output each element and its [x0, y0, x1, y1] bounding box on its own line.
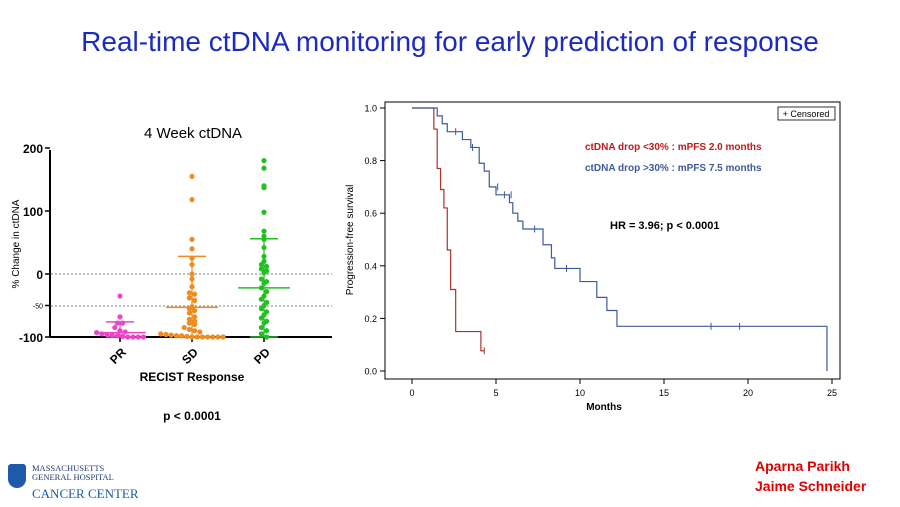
scatter-point-pr	[112, 324, 118, 331]
scatter-point-sd	[186, 290, 192, 296]
km-y-tick-label: 0.2	[364, 314, 377, 324]
mgh-logo: MASSACHUSETTS GENERAL HOSPITAL CANCER CEN…	[8, 462, 148, 502]
scatter-point-sd	[189, 197, 195, 203]
km-frame	[384, 101, 841, 380]
scatter-point-sd	[186, 320, 192, 326]
km-y-label: Progression-free survival	[345, 185, 356, 296]
scatter-point-sd	[189, 236, 195, 242]
scatter-point-pd	[261, 165, 267, 171]
scatter-point-pd	[258, 315, 264, 321]
km-series-label-red: ctDNA drop <30% : mPFS 2.0 months	[585, 142, 762, 153]
scatter-point-sd	[205, 334, 211, 340]
author-2: Jaime Schneider	[755, 478, 867, 494]
scatter-point-sd	[220, 334, 226, 340]
scatter-point-sd	[192, 321, 198, 327]
logo-text-bottom: CANCER CENTER	[32, 486, 139, 501]
scatter-point-sd	[197, 329, 203, 335]
scatter-point-sd	[192, 291, 198, 297]
km-x-tick-label: 10	[575, 388, 585, 398]
km-x-label: Months	[586, 402, 622, 413]
scatter-point-sd	[189, 173, 195, 179]
km-y-tick-label: 1.0	[364, 104, 377, 114]
scatter-point-sd	[186, 295, 192, 301]
author-1: Aparna Parikh	[755, 458, 850, 474]
scatter-x-tick-label: PR	[107, 345, 129, 367]
scatter-point-pd	[258, 261, 264, 268]
scatter-point-pd	[264, 263, 270, 270]
scatter-point-pd	[258, 266, 264, 272]
scatter-title: 4 Week ctDNA	[144, 125, 242, 142]
km-y-tick-label: 0.8	[364, 156, 377, 166]
scatter-x-tick-label: SD	[179, 345, 201, 367]
km-y-tick-label: 0.6	[364, 209, 377, 219]
scatter-point-sd	[215, 334, 221, 340]
scatter-point-pd	[258, 276, 264, 282]
km-x-tick-label: 0	[409, 388, 414, 398]
km-y-tick-label: 0.4	[364, 261, 377, 271]
logo-line2: GENERAL HOSPITAL	[32, 472, 114, 482]
scatter-point-sd	[186, 310, 192, 316]
scatter-point-sd	[192, 297, 198, 304]
scatter-y-tick-label: 0	[36, 268, 43, 282]
scatter-pvalue: p < 0.0001	[163, 409, 221, 423]
scatter-point-pd	[264, 289, 270, 295]
scatter-point-pr	[135, 334, 141, 340]
km-y-tick-label: 0.0	[364, 367, 377, 377]
km-x-tick-label: 20	[743, 388, 753, 398]
scatter-y-tick-label: -100	[19, 331, 43, 345]
scatter-point-pd	[258, 306, 264, 312]
scatter-y-label: % Change in ctDNA	[11, 199, 22, 288]
scatter-x-label: RECIST Response	[140, 370, 245, 384]
km-x-tick-label: 5	[493, 388, 498, 398]
scatter-point-pd	[261, 158, 267, 164]
scatter-point-sd	[192, 314, 198, 320]
km-x-tick-label: 15	[659, 388, 669, 398]
scatter-point-pr	[140, 334, 146, 340]
scatter-point-pd	[261, 209, 267, 215]
scatter-point-pd	[258, 296, 264, 302]
scatter-point-sd	[192, 328, 198, 334]
km-hr-annotation: HR = 3.96; p < 0.0001	[610, 220, 719, 232]
scatter-x-tick-label: PD	[251, 345, 273, 367]
scatter-point-pd	[261, 228, 267, 234]
scatter-point-sd	[168, 332, 174, 338]
scatter-y-tick-label: -50	[33, 304, 43, 311]
scatter-point-pd	[258, 324, 264, 331]
scatter-point-sd	[210, 334, 216, 340]
scatter-point-pd	[264, 328, 270, 334]
km-x-tick-label: 25	[827, 388, 837, 398]
km-legend-censored: + Censored	[783, 109, 830, 119]
scatter-y-tick-label: 100	[23, 205, 43, 219]
scatter-chart: 4 Week ctDNA 200 100 0 -50 -100 PR SD PD % Cha…	[11, 125, 332, 423]
logo-line1: MASSACHUSETTS	[32, 463, 105, 473]
scatter-y-tick-label: 200	[23, 142, 43, 156]
scatter-point-pd	[258, 331, 264, 337]
scatter-point-sd	[158, 331, 164, 337]
km-chart: 0.0 0.2 0.4 0.6 0.8 1.0 0 5 10 15 20 25 + Censored…	[345, 101, 841, 413]
slide-title: Real-time ctDNA monitoring for early pre…	[81, 26, 819, 57]
scatter-point-sd	[163, 331, 169, 338]
scatter-point-sd	[189, 246, 195, 252]
scatter-point-sd	[192, 307, 198, 314]
scatter-point-sd	[186, 326, 192, 333]
scatter-point-sd	[186, 316, 192, 322]
logo-text-top: MASSACHUSETTS GENERAL HOSPITAL	[32, 464, 114, 482]
scatter-point-sd	[173, 333, 179, 339]
km-legend-box	[777, 106, 836, 121]
scatter-point-pr	[117, 314, 123, 320]
scatter-point-sd	[181, 324, 187, 331]
scatter-point-pd	[261, 185, 267, 191]
mgh-shield-icon	[8, 464, 26, 488]
scatter-point-pr	[117, 293, 123, 299]
km-series-label-blue: ctDNA drop >30% : mPFS 7.5 months	[585, 163, 762, 174]
km-curve-red	[412, 107, 485, 352]
km-curve-blue	[412, 107, 828, 371]
